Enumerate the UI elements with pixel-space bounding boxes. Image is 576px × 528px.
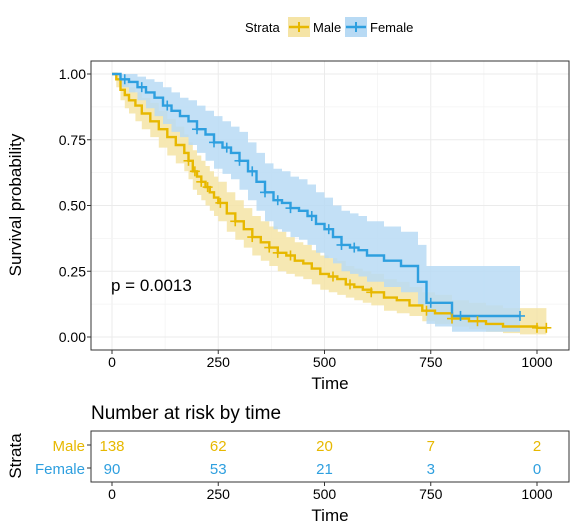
risk-cell-male: 20	[316, 438, 333, 455]
censor-marks	[119, 74, 552, 333]
censor-mark-female	[192, 124, 202, 135]
censor-mark-male	[541, 322, 552, 333]
risk-cell-female: 90	[104, 461, 121, 478]
risk-row-label-male: Male	[52, 438, 85, 455]
legend-key-male	[288, 17, 310, 37]
risk-table-row-labels: Male Female	[35, 438, 91, 478]
censor-mark-female	[285, 203, 296, 214]
censor-mark-male	[215, 197, 226, 208]
x-axis-ticks: 0 250 500 750 1000	[108, 350, 553, 370]
censor-mark-male	[183, 155, 194, 166]
y-tick-label: 0.50	[59, 198, 86, 214]
censor-mark-male	[328, 271, 338, 282]
x-tick-label: 500	[313, 354, 337, 370]
censor-mark-female	[515, 310, 525, 321]
risk-x-tick-label: 0	[108, 486, 116, 502]
risk-cell-female: 53	[210, 461, 227, 478]
legend-label-female: Female	[370, 20, 413, 35]
legend-key-female	[345, 17, 367, 37]
risk-table-y-axis-label: Strata	[6, 433, 25, 479]
x-tick-label: 1000	[521, 354, 552, 370]
risk-cell-male: 2	[533, 438, 541, 455]
censor-mark-female	[209, 137, 219, 148]
legend-title: Strata	[245, 20, 280, 35]
risk-x-tick-label: 1000	[521, 486, 552, 502]
risk-cell-female: 21	[316, 461, 333, 478]
censor-mark-female	[455, 310, 466, 321]
censor-mark-female	[349, 242, 360, 253]
risk-cell-female: 3	[427, 461, 435, 478]
p-value-annotation: p = 0.0013	[111, 276, 192, 295]
censor-mark-female	[234, 155, 245, 166]
risk-x-tick-label: 750	[419, 486, 443, 502]
censor-mark-male	[247, 232, 258, 243]
censor-mark-female	[425, 297, 436, 308]
risk-cell-male: 138	[99, 438, 124, 455]
survival-plot-panel: 0 250 500 750 1000 0.00 0.25 0.50 0.75 1.00 p = …	[6, 60, 570, 393]
censor-mark-female	[162, 100, 173, 111]
censor-mark-female	[221, 142, 232, 153]
risk-table: Number at risk by time 138 62 20 7 2 90 53 21 3 0…	[6, 403, 570, 525]
risk-cell-male: 7	[427, 438, 435, 455]
risk-cell-male: 62	[210, 438, 227, 455]
y-axis-ticks: 0.00 0.25 0.50 0.75 1.00	[59, 66, 91, 345]
x-tick-label: 750	[419, 354, 443, 370]
censor-mark-female	[260, 187, 270, 198]
y-tick-label: 0.75	[59, 132, 86, 148]
risk-x-tick-label: 250	[207, 486, 231, 502]
censor-mark-male	[264, 242, 275, 253]
y-axis-label: Survival probability	[6, 133, 25, 276]
censor-mark-female	[323, 224, 334, 235]
survival-curve-male	[112, 72, 547, 329]
x-tick-label: 0	[108, 354, 116, 370]
censor-mark-male	[230, 216, 241, 227]
censor-mark-male	[421, 305, 432, 316]
legend: Strata Male Female	[245, 17, 413, 37]
y-tick-label: 0.00	[59, 329, 86, 345]
censor-mark-male	[532, 322, 542, 333]
censor-mark-male	[472, 316, 483, 327]
censor-mark-female	[247, 166, 258, 177]
risk-row-label-female: Female	[35, 461, 85, 478]
censor-mark-male	[272, 247, 283, 258]
legend-label-male: Male	[313, 20, 341, 35]
confidence-bands	[112, 74, 547, 335]
censor-mark-male	[196, 176, 207, 187]
x-axis-label: Time	[311, 374, 348, 393]
risk-x-tick-label: 500	[313, 486, 337, 502]
y-tick-label: 1.00	[59, 66, 86, 82]
x-tick-label: 250	[207, 354, 231, 370]
risk-table-x-axis-label: Time	[311, 506, 348, 525]
risk-table-border	[90, 430, 570, 483]
censor-mark-male	[447, 313, 457, 324]
censor-mark-female	[306, 211, 317, 222]
censor-mark-female	[336, 239, 347, 250]
censor-mark-male	[366, 287, 377, 298]
risk-table-title: Number at risk by time	[91, 403, 281, 424]
y-tick-label: 0.25	[59, 263, 86, 279]
censor-mark-male	[285, 250, 296, 261]
censor-mark-male	[189, 166, 200, 177]
censor-mark-female	[136, 82, 147, 93]
censor-mark-female	[119, 74, 130, 85]
censor-mark-male	[202, 182, 213, 193]
risk-table-cells: 138 62 20 7 2 90 53 21 3 0	[99, 438, 541, 478]
censor-mark-male	[345, 279, 355, 290]
risk-cell-female: 0	[533, 461, 541, 478]
censor-mark-female	[272, 195, 283, 206]
risk-table-x-ticks: 0 250 500 750 1000	[108, 482, 553, 502]
